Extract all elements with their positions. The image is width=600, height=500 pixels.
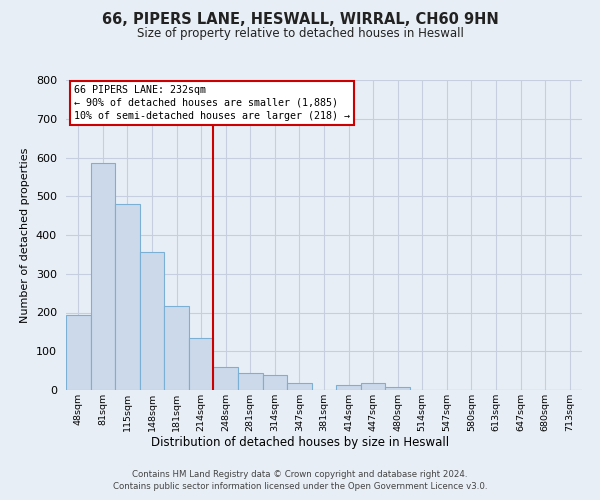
Text: Contains public sector information licensed under the Open Government Licence v3: Contains public sector information licen… <box>113 482 487 491</box>
Bar <box>115 204 140 390</box>
Bar <box>385 387 410 390</box>
Bar <box>361 383 385 390</box>
Bar <box>214 367 238 390</box>
Bar <box>287 384 312 390</box>
Text: Distribution of detached houses by size in Heswall: Distribution of detached houses by size … <box>151 436 449 449</box>
Y-axis label: Number of detached properties: Number of detached properties <box>20 148 30 322</box>
Text: 66, PIPERS LANE, HESWALL, WIRRAL, CH60 9HN: 66, PIPERS LANE, HESWALL, WIRRAL, CH60 9… <box>101 12 499 28</box>
Text: Contains HM Land Registry data © Crown copyright and database right 2024.: Contains HM Land Registry data © Crown c… <box>132 470 468 479</box>
Text: 66 PIPERS LANE: 232sqm
← 90% of detached houses are smaller (1,885)
10% of semi-: 66 PIPERS LANE: 232sqm ← 90% of detached… <box>74 84 350 121</box>
Bar <box>189 338 214 390</box>
Bar <box>263 376 287 390</box>
Bar <box>164 306 189 390</box>
Text: Size of property relative to detached houses in Heswall: Size of property relative to detached ho… <box>137 28 463 40</box>
Bar <box>336 386 361 390</box>
Bar <box>91 164 115 390</box>
Bar <box>66 315 91 390</box>
Bar <box>140 252 164 390</box>
Bar <box>238 372 263 390</box>
